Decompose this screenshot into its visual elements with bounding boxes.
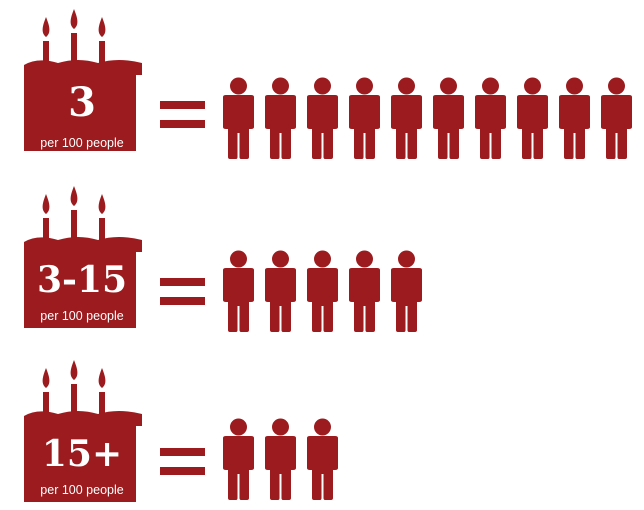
person-icon — [304, 77, 341, 164]
cake-value: 15+ — [41, 433, 123, 475]
people-group — [220, 77, 635, 164]
person-icon — [430, 77, 467, 164]
cake-caption: per 100 people — [40, 136, 124, 150]
person-icon — [220, 418, 257, 505]
person-icon — [262, 418, 299, 505]
birthday-cake-icon: 3-15 per 100 people — [18, 182, 146, 332]
person-icon — [220, 250, 257, 337]
row-1: 3 per 100 people — [0, 5, 644, 159]
people-group — [220, 418, 341, 505]
person-icon — [346, 250, 383, 337]
birthday-cake-icon: 3 per 100 people — [18, 5, 146, 155]
cake-value: 3 — [68, 79, 96, 126]
cake-value: 3-15 — [36, 259, 128, 301]
person-icon — [514, 77, 551, 164]
cake-graphic — [24, 360, 142, 502]
people-group — [220, 250, 425, 337]
person-icon — [598, 77, 635, 164]
person-icon — [262, 250, 299, 337]
cake-caption: per 100 people — [40, 483, 124, 497]
person-icon — [304, 418, 341, 505]
person-icon — [388, 77, 425, 164]
person-icon — [556, 77, 593, 164]
person-icon — [388, 250, 425, 337]
birthday-cake-icon: 15+ per 100 people — [18, 356, 146, 506]
person-icon — [346, 77, 383, 164]
row-3: 15+ per 100 people — [0, 356, 644, 506]
person-icon — [472, 77, 509, 164]
person-icon — [262, 77, 299, 164]
person-icon — [304, 250, 341, 337]
person-icon — [220, 77, 257, 164]
row-2: 3-15 per 100 people — [0, 182, 644, 332]
cake-graphic — [24, 9, 142, 151]
cake-caption: per 100 people — [40, 309, 124, 323]
cake-graphic — [24, 186, 142, 328]
